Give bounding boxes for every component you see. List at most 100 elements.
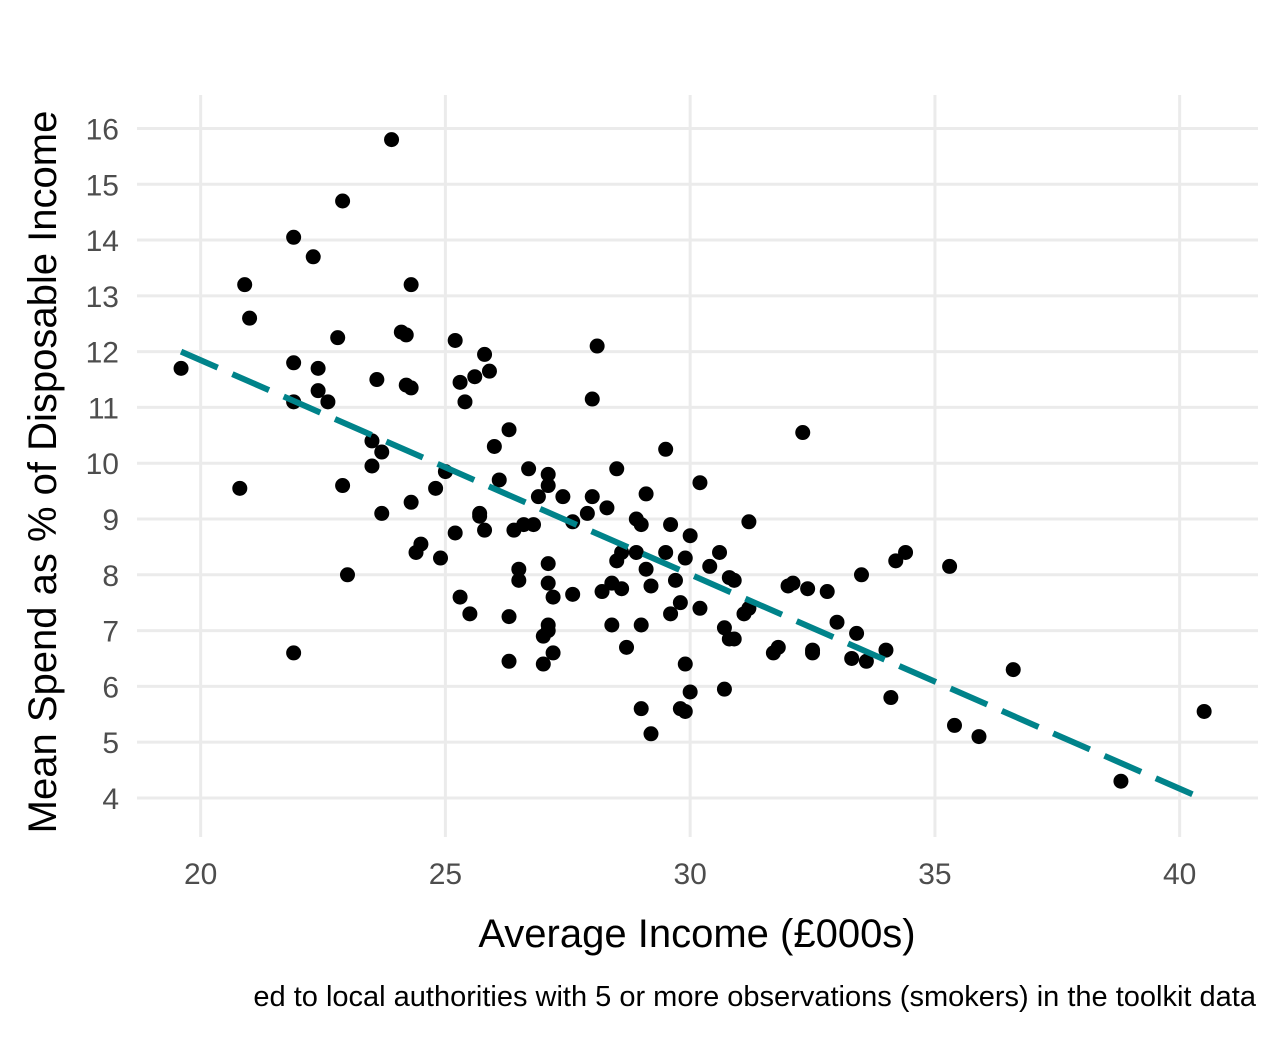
y-tick-label: 13 xyxy=(86,281,119,314)
data-point xyxy=(305,249,321,265)
data-point xyxy=(888,553,904,569)
data-point xyxy=(800,581,816,597)
data-point xyxy=(462,606,478,622)
data-point xyxy=(741,514,757,530)
chart-caption: ed to local authorities with 5 or more o… xyxy=(253,981,1256,1013)
data-point xyxy=(599,500,615,516)
data-point xyxy=(398,327,414,343)
x-axis-ticks: 20 25 30 35 40 xyxy=(184,858,1196,891)
data-point xyxy=(232,480,248,496)
y-tick-label: 9 xyxy=(102,504,119,537)
data-point xyxy=(369,372,385,388)
data-point xyxy=(433,550,449,566)
data-point xyxy=(594,584,610,600)
data-point xyxy=(447,525,463,541)
data-point xyxy=(481,363,497,379)
data-point xyxy=(540,466,556,482)
data-point xyxy=(643,578,659,594)
data-point xyxy=(805,645,821,661)
data-point xyxy=(614,581,630,597)
data-point xyxy=(237,277,253,293)
data-point xyxy=(795,425,811,441)
data-point xyxy=(242,310,258,326)
data-point xyxy=(286,355,302,371)
data-point xyxy=(638,486,654,502)
data-point xyxy=(677,703,693,719)
data-point xyxy=(638,561,654,577)
data-point xyxy=(604,617,620,633)
data-point xyxy=(540,478,556,494)
data-point xyxy=(545,589,561,605)
data-point xyxy=(540,575,556,591)
data-point xyxy=(565,586,581,602)
data-point xyxy=(726,631,742,647)
data-point xyxy=(584,391,600,407)
data-point xyxy=(692,600,708,616)
data-point xyxy=(540,623,556,639)
y-tick-label: 11 xyxy=(88,392,119,425)
data-point xyxy=(829,614,845,630)
data-point xyxy=(472,508,488,524)
data-point xyxy=(785,575,801,591)
data-point xyxy=(682,684,698,700)
data-point xyxy=(428,480,444,496)
data-point xyxy=(320,394,336,410)
data-point xyxy=(584,489,600,505)
data-point xyxy=(726,572,742,588)
data-point xyxy=(486,438,502,454)
y-tick-label: 7 xyxy=(102,616,119,649)
data-point xyxy=(403,277,419,293)
data-point xyxy=(878,642,894,658)
data-point xyxy=(942,558,958,574)
data-point xyxy=(555,489,571,505)
data-point xyxy=(364,458,380,474)
data-point xyxy=(633,517,649,533)
data-point xyxy=(467,369,483,385)
y-axis-ticks: 4 5 6 7 8 9 10 11 12 13 14 15 16 xyxy=(86,113,119,815)
x-axis-title: Average Income (£000s) xyxy=(478,912,915,956)
y-tick-label: 4 xyxy=(102,783,119,816)
data-point xyxy=(286,229,302,245)
data-point xyxy=(339,567,355,583)
data-point xyxy=(643,726,659,742)
data-point xyxy=(849,625,865,641)
x-tick-label: 30 xyxy=(673,858,706,891)
data-point xyxy=(677,550,693,566)
y-axis-title: Mean Spend as % of Disposable Income xyxy=(21,111,65,834)
data-point xyxy=(858,653,874,669)
data-point xyxy=(946,717,962,733)
data-point xyxy=(663,517,679,533)
data-point xyxy=(286,645,302,661)
y-tick-label: 8 xyxy=(102,560,119,593)
data-point xyxy=(692,475,708,491)
data-point xyxy=(672,595,688,611)
y-tick-label: 14 xyxy=(86,225,119,258)
data-point xyxy=(501,653,517,669)
data-point xyxy=(1196,703,1212,719)
data-point xyxy=(403,380,419,396)
data-point xyxy=(545,645,561,661)
data-point xyxy=(521,461,537,477)
y-tick-label: 6 xyxy=(102,671,119,704)
y-tick-label: 5 xyxy=(102,727,119,760)
data-point xyxy=(844,650,860,666)
data-point xyxy=(898,544,914,560)
data-point xyxy=(712,544,728,560)
data-point xyxy=(658,441,674,457)
data-point xyxy=(374,444,390,460)
data-point xyxy=(511,561,527,577)
data-point xyxy=(579,505,595,521)
data-point xyxy=(609,461,625,477)
data-point xyxy=(447,332,463,348)
data-point xyxy=(1005,662,1021,678)
data-point xyxy=(663,606,679,622)
data-point xyxy=(853,567,869,583)
data-point xyxy=(530,489,546,505)
data-point xyxy=(173,360,189,376)
data-point xyxy=(384,132,400,148)
data-point xyxy=(633,701,649,717)
data-point xyxy=(364,433,380,449)
data-point xyxy=(770,639,786,655)
data-point xyxy=(511,572,527,588)
data-point xyxy=(677,656,693,672)
